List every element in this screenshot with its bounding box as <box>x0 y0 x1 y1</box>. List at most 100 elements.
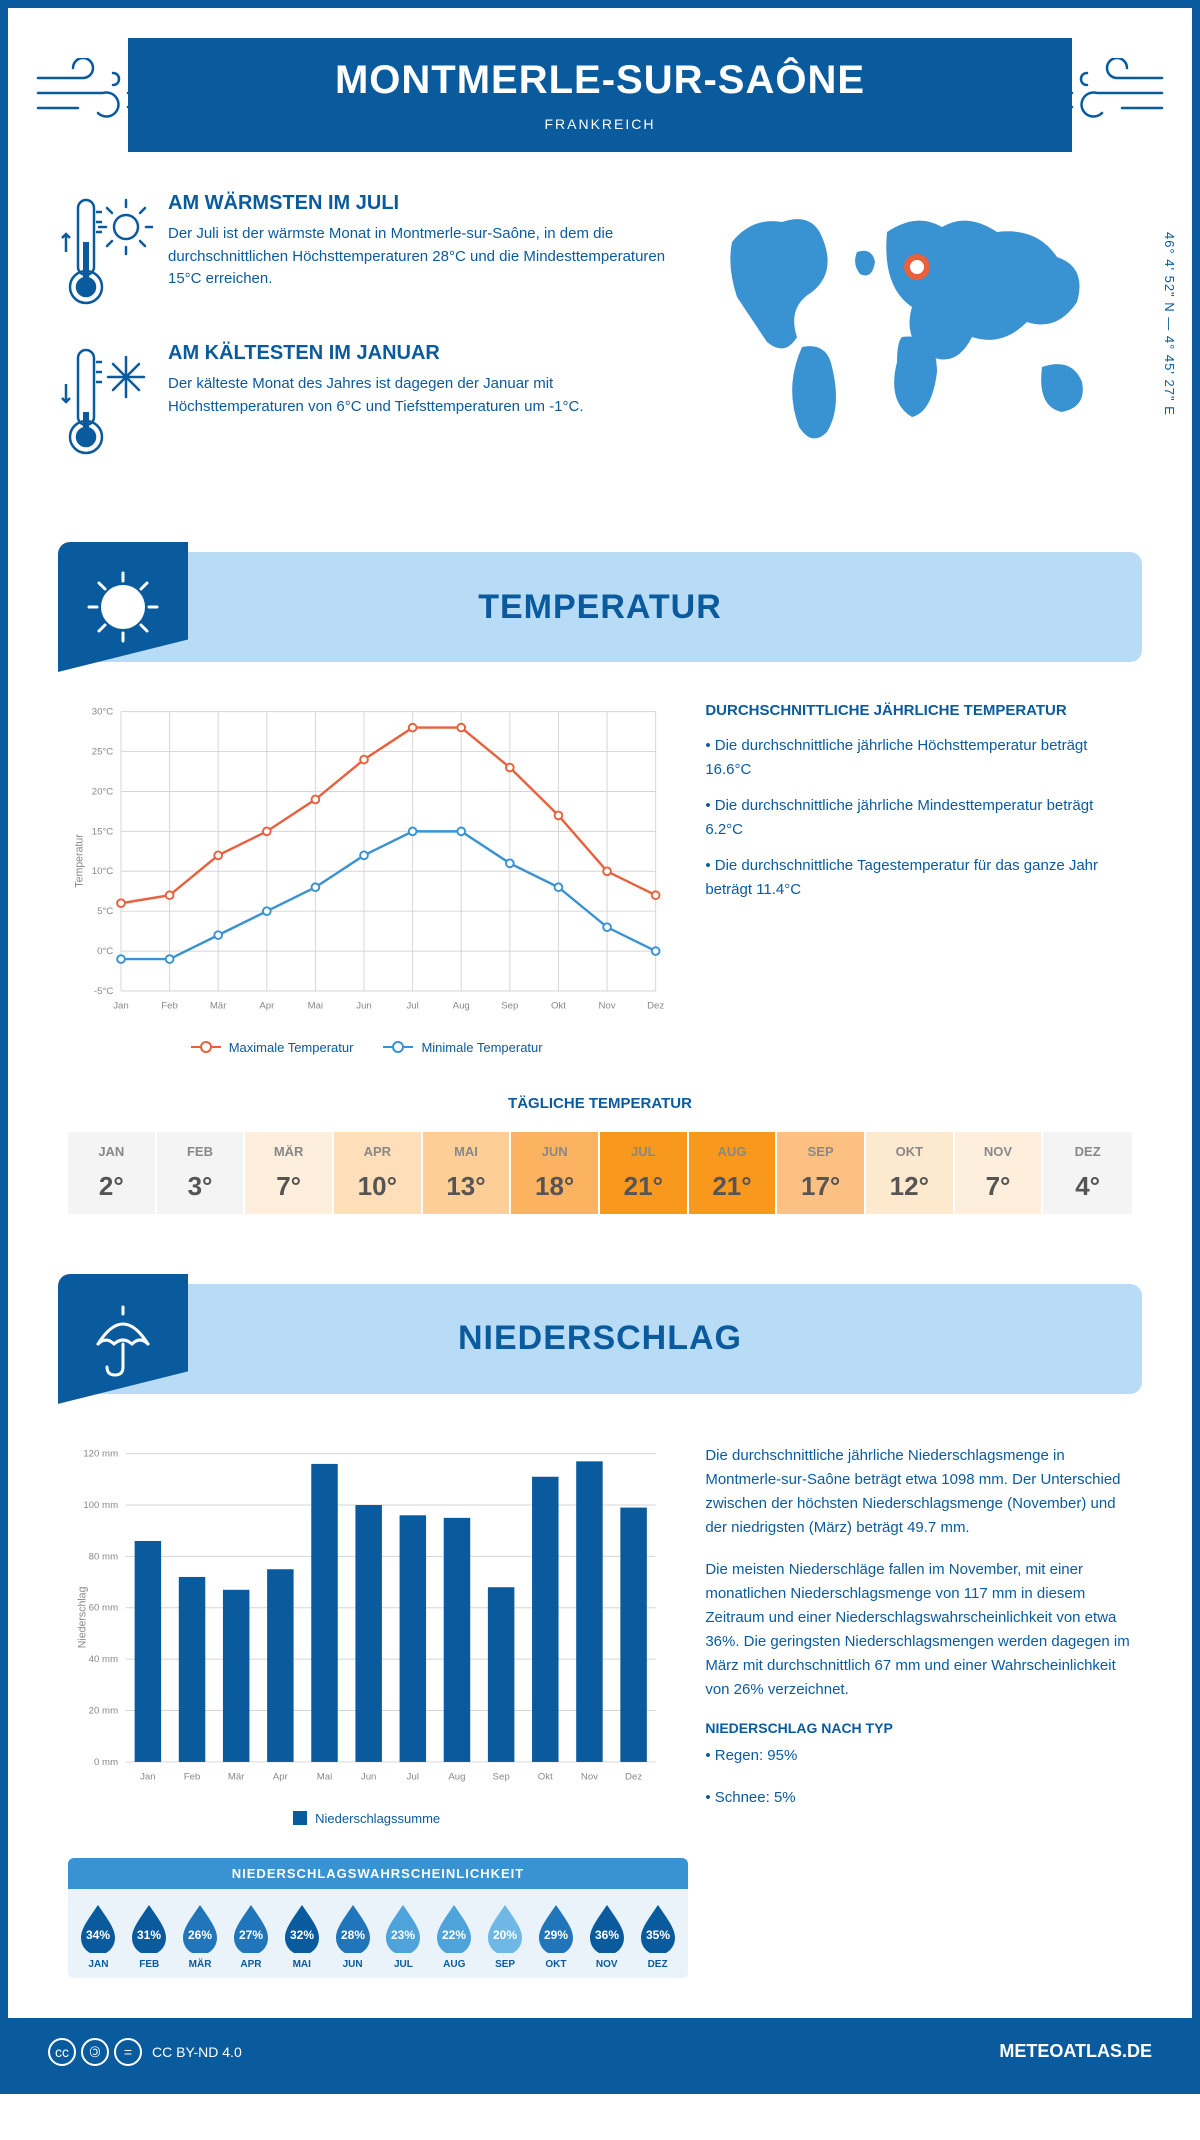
svg-text:20%: 20% <box>493 1928 517 1942</box>
svg-text:27%: 27% <box>239 1928 263 1942</box>
wind-icon-right <box>1057 58 1167 128</box>
title-banner: MONTMERLE-SUR-SAÔNE FRANKREICH <box>128 38 1072 152</box>
daily-temp-cell: JUN18° <box>511 1132 600 1214</box>
svg-text:10°C: 10°C <box>92 866 114 877</box>
svg-text:60 mm: 60 mm <box>89 1603 118 1614</box>
daily-temp-cell: SEP17° <box>777 1132 866 1214</box>
svg-text:Mär: Mär <box>210 1000 227 1011</box>
warmest-title: AM WÄRMSTEN IM JULI <box>168 192 672 215</box>
svg-text:Jan: Jan <box>140 1771 156 1782</box>
daily-temp-cell: FEB3° <box>157 1132 246 1214</box>
precip-p2: Die meisten Niederschläge fallen im Nove… <box>705 1558 1132 1702</box>
daily-temp-cell: DEZ4° <box>1043 1132 1132 1214</box>
svg-text:Jun: Jun <box>361 1771 377 1782</box>
svg-text:20°C: 20°C <box>92 786 114 797</box>
prob-cell: 32%MAI <box>276 1901 327 1970</box>
temp-stats-b2: • Die durchschnittliche jährliche Mindes… <box>705 794 1132 842</box>
svg-text:Mai: Mai <box>308 1000 324 1011</box>
svg-text:Jan: Jan <box>113 1000 129 1011</box>
svg-text:Nov: Nov <box>581 1771 598 1782</box>
country-subtitle: FRANKREICH <box>514 111 685 137</box>
precipitation-stats: Die durchschnittliche jährliche Niedersc… <box>705 1444 1132 1828</box>
svg-text:0 mm: 0 mm <box>94 1757 118 1768</box>
legend-min: Minimale Temperatur <box>421 1040 542 1055</box>
svg-text:Aug: Aug <box>453 1000 470 1011</box>
svg-text:Niederschlag: Niederschlag <box>76 1586 88 1648</box>
coldest-text: Der kälteste Monat des Jahres ist dagege… <box>168 373 672 418</box>
svg-text:Apr: Apr <box>273 1771 289 1782</box>
daily-temperature-strip: TÄGLICHE TEMPERATUR JAN2°FEB3°MÄR7°APR10… <box>8 1075 1192 1254</box>
legend-max: Maximale Temperatur <box>229 1040 354 1055</box>
svg-text:Mär: Mär <box>228 1771 245 1782</box>
daily-temp-cell: OKT12° <box>866 1132 955 1214</box>
precip-t2: • Schnee: 5% <box>705 1786 1132 1810</box>
prob-cell: 23%JUL <box>378 1901 429 1970</box>
temp-stats-b3: • Die durchschnittliche Tagestemperatur … <box>705 854 1132 902</box>
prob-cell: 20%SEP <box>480 1901 531 1970</box>
intro-section: AM WÄRMSTEN IM JULI Der Juli ist der wär… <box>8 152 1192 522</box>
prob-cell: 27%APR <box>225 1901 276 1970</box>
temperature-stats: DURCHSCHNITTLICHE JÄHRLICHE TEMPERATUR •… <box>705 702 1132 1055</box>
svg-text:Jul: Jul <box>407 1771 419 1782</box>
daily-temp-cell: JUL21° <box>600 1132 689 1214</box>
precip-p1: Die durchschnittliche jährliche Niedersc… <box>705 1444 1132 1540</box>
daily-temp-cell: JAN2° <box>68 1132 157 1214</box>
svg-text:0°C: 0°C <box>97 946 113 957</box>
wind-icon-left <box>33 58 143 128</box>
svg-text:15°C: 15°C <box>92 826 114 837</box>
svg-text:31%: 31% <box>137 1928 161 1942</box>
temp-stats-b1: • Die durchschnittliche jährliche Höchst… <box>705 734 1132 782</box>
svg-text:100 mm: 100 mm <box>83 1500 118 1511</box>
warmest-fact: AM WÄRMSTEN IM JULI Der Juli ist der wär… <box>58 192 672 317</box>
svg-text:Aug: Aug <box>448 1771 465 1782</box>
daily-temp-cell: NOV7° <box>955 1132 1044 1214</box>
svg-text:26%: 26% <box>188 1928 212 1942</box>
site-name: METEOATLAS.DE <box>999 2041 1152 2062</box>
svg-text:Okt: Okt <box>538 1771 553 1782</box>
thermometer-sun-icon <box>58 192 153 317</box>
precipitation-section-header: NIEDERSCHLAG <box>58 1284 1142 1394</box>
svg-text:22%: 22% <box>442 1928 466 1942</box>
svg-text:28%: 28% <box>341 1928 365 1942</box>
legend-precip: Niederschlagssumme <box>315 1811 440 1826</box>
svg-text:-5°C: -5°C <box>94 986 113 997</box>
sun-icon <box>58 542 188 672</box>
temp-title: TEMPERATUR <box>478 588 722 627</box>
thermometer-snow-icon <box>58 342 153 467</box>
prob-cell: 31%FEB <box>124 1901 175 1970</box>
svg-text:32%: 32% <box>290 1928 314 1942</box>
svg-text:Mai: Mai <box>317 1771 333 1782</box>
temp-stats-heading: DURCHSCHNITTLICHE JÄHRLICHE TEMPERATUR <box>705 702 1132 719</box>
cc-icons: cc🄯= <box>48 2038 142 2066</box>
svg-text:Apr: Apr <box>259 1000 275 1011</box>
coldest-title: AM KÄLTESTEN IM JANUAR <box>168 342 672 365</box>
prob-cell: 36%NOV <box>581 1901 632 1970</box>
svg-text:30°C: 30°C <box>92 707 114 718</box>
license-text: CC BY-ND 4.0 <box>152 2044 242 2060</box>
svg-text:Jun: Jun <box>356 1000 372 1011</box>
svg-text:29%: 29% <box>544 1928 568 1942</box>
daily-temp-cell: APR10° <box>334 1132 423 1214</box>
svg-text:36%: 36% <box>595 1928 619 1942</box>
svg-text:Nov: Nov <box>598 1000 615 1011</box>
precip-t1: • Regen: 95% <box>705 1744 1132 1768</box>
prob-cell: 22%AUG <box>429 1901 480 1970</box>
svg-text:Dez: Dez <box>647 1000 664 1011</box>
svg-text:20 mm: 20 mm <box>89 1705 118 1716</box>
precipitation-probability: NIEDERSCHLAGSWAHRSCHEINLICHKEIT 34%JAN31… <box>68 1858 688 1978</box>
umbrella-icon <box>58 1274 188 1404</box>
svg-text:Sep: Sep <box>501 1000 518 1011</box>
world-map <box>702 192 1142 457</box>
svg-text:5°C: 5°C <box>97 906 113 917</box>
coordinates: 46° 4' 52" N — 4° 45' 27" E <box>1162 232 1177 416</box>
temperature-chart: -5°C0°C5°C10°C15°C20°C25°C30°CJanFebMärA… <box>68 702 665 1055</box>
daily-temp-cell: MÄR7° <box>245 1132 334 1214</box>
svg-text:40 mm: 40 mm <box>89 1654 118 1665</box>
prob-cell: 26%MÄR <box>175 1901 226 1970</box>
svg-text:34%: 34% <box>86 1928 110 1942</box>
svg-text:Dez: Dez <box>625 1771 642 1782</box>
warmest-text: Der Juli ist der wärmste Monat in Montme… <box>168 223 672 291</box>
precipitation-chart: 0 mm20 mm40 mm60 mm80 mm100 mm120 mmJanF… <box>68 1444 665 1828</box>
svg-text:Feb: Feb <box>161 1000 178 1011</box>
svg-text:Temperatur: Temperatur <box>73 834 85 888</box>
